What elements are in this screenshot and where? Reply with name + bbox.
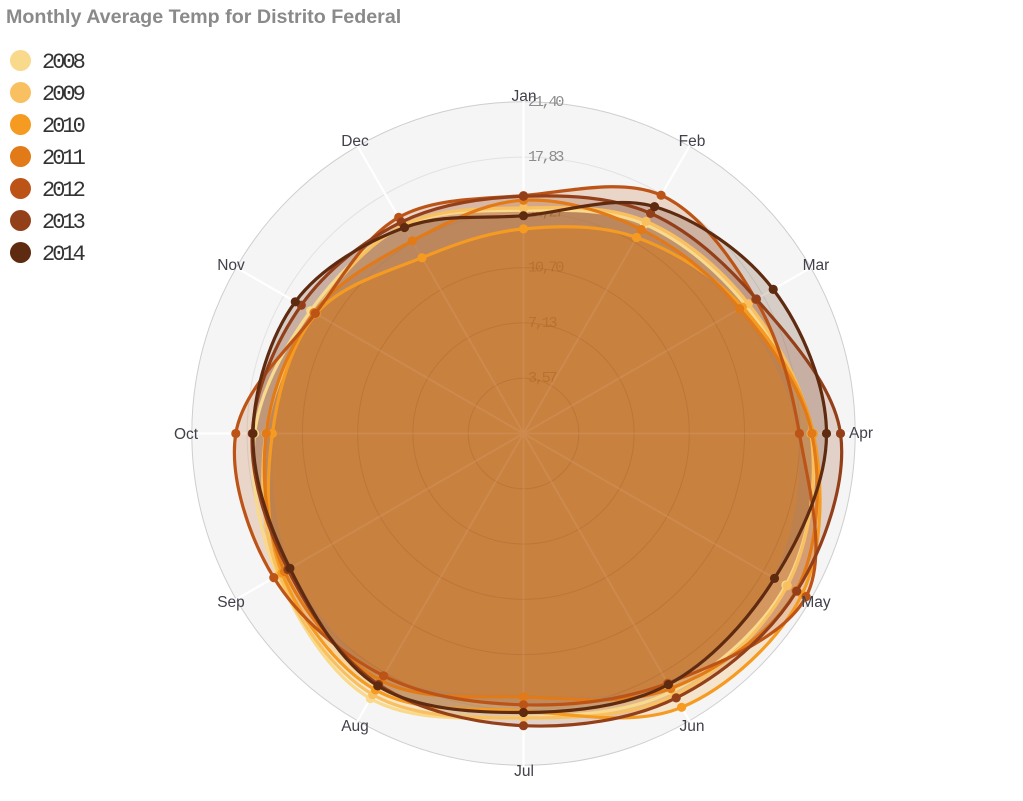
svg-text:Mar: Mar (803, 257, 830, 274)
svg-text:7,13: 7,13 (528, 314, 557, 332)
svg-text:Sep: Sep (217, 594, 245, 611)
svg-text:Oct: Oct (174, 426, 199, 443)
svg-text:Jul: Jul (514, 763, 534, 780)
svg-text:Dec: Dec (341, 133, 369, 150)
svg-text:21,40: 21,40 (528, 93, 564, 111)
svg-text:Apr: Apr (849, 425, 873, 442)
svg-text:3,57: 3,57 (528, 369, 556, 387)
svg-text:Aug: Aug (341, 718, 369, 735)
svg-text:Jun: Jun (680, 718, 705, 735)
svg-text:Feb: Feb (679, 133, 706, 150)
svg-text:Jan: Jan (512, 88, 537, 105)
svg-text:10,70: 10,70 (528, 259, 564, 277)
svg-text:17,83: 17,83 (528, 148, 564, 166)
svg-text:Nov: Nov (217, 257, 245, 274)
svg-text:May: May (801, 594, 831, 611)
